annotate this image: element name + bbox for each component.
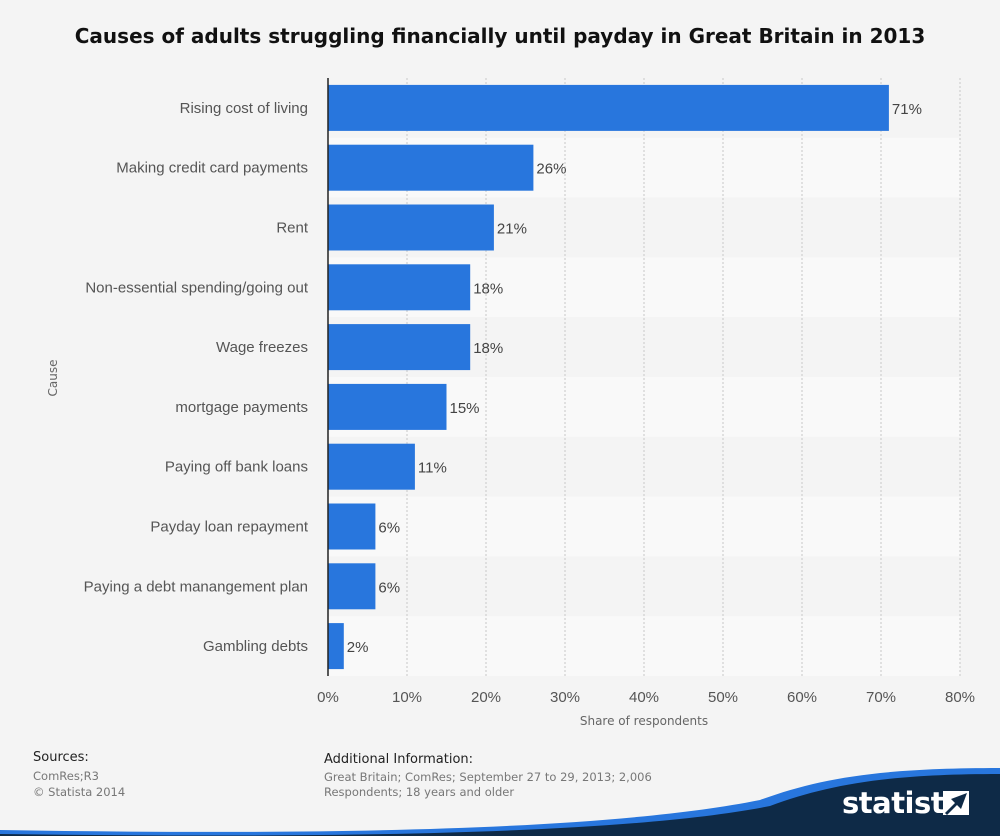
value-label: 71% xyxy=(892,101,922,118)
x-tick-label: 10% xyxy=(392,689,422,706)
sources-block: Sources: ComRes;R3 © Statista 2014 xyxy=(33,750,125,800)
category-label: Non-essential spending/going out xyxy=(85,279,308,296)
value-label: 21% xyxy=(497,221,527,238)
bars xyxy=(328,84,889,670)
value-label: 26% xyxy=(536,161,566,178)
bar[interactable] xyxy=(328,623,344,670)
x-tick-label: 50% xyxy=(708,689,738,706)
x-tick-label: 40% xyxy=(629,689,659,706)
bar[interactable] xyxy=(328,204,494,251)
y-axis-title: Cause xyxy=(46,360,60,397)
category-label: Payday loan repayment xyxy=(150,519,308,536)
bar[interactable] xyxy=(328,503,376,550)
value-label: 15% xyxy=(450,400,480,417)
bar[interactable] xyxy=(328,383,447,430)
chart-title: Causes of adults struggling financially … xyxy=(74,24,926,48)
value-label: 18% xyxy=(473,280,503,297)
category-label: Rent xyxy=(276,220,309,237)
copyright-line: © Statista 2014 xyxy=(33,785,126,799)
value-label: 11% xyxy=(418,460,447,477)
bar[interactable] xyxy=(328,443,415,490)
additional-info-heading: Additional Information: xyxy=(324,752,474,767)
category-label: Paying a debt manangement plan xyxy=(84,578,308,595)
x-tick-label: 70% xyxy=(866,689,896,706)
category-label: mortgage payments xyxy=(175,399,308,416)
statista-logo-icon xyxy=(943,791,969,815)
bar[interactable] xyxy=(328,84,889,131)
value-label: 6% xyxy=(378,520,400,537)
value-label: 2% xyxy=(347,639,369,656)
x-tick-label: 30% xyxy=(550,689,580,706)
category-labels: Rising cost of living Making credit card … xyxy=(84,100,309,655)
value-label: 18% xyxy=(473,340,503,357)
x-tick-label: 80% xyxy=(945,689,975,706)
x-tick-label: 60% xyxy=(787,689,817,706)
x-tick-label: 0% xyxy=(317,689,339,706)
category-label: Gambling debts xyxy=(203,638,308,655)
x-axis-title: Share of respondents xyxy=(580,714,708,728)
footer-swoosh xyxy=(0,768,1000,836)
source-line: ComRes;R3 xyxy=(33,769,99,783)
bar-chart: Rising cost of living Making credit card … xyxy=(46,78,975,728)
category-label: Rising cost of living xyxy=(180,100,308,117)
bar[interactable] xyxy=(328,563,376,610)
value-label: 6% xyxy=(378,579,400,596)
sources-heading: Sources: xyxy=(33,750,89,765)
x-tick-label: 20% xyxy=(471,689,501,706)
additional-info-text: Great Britain; ComRes; September 27 to 2… xyxy=(324,770,652,799)
value-labels: 71% 26% 21% 18% 18% 15% 11% 6% 6% 2% xyxy=(347,101,922,656)
category-label: Paying off bank loans xyxy=(165,459,308,476)
category-label: Making credit card payments xyxy=(116,160,308,177)
x-tick-labels: 0% 10% 20% 30% 40% 50% 60% 70% 80% xyxy=(317,689,975,706)
bar[interactable] xyxy=(328,324,471,371)
category-label: Wage freezes xyxy=(216,339,308,356)
bar[interactable] xyxy=(328,144,534,191)
bar[interactable] xyxy=(328,264,471,311)
additional-info-block: Additional Information: Great Britain; C… xyxy=(324,752,724,800)
